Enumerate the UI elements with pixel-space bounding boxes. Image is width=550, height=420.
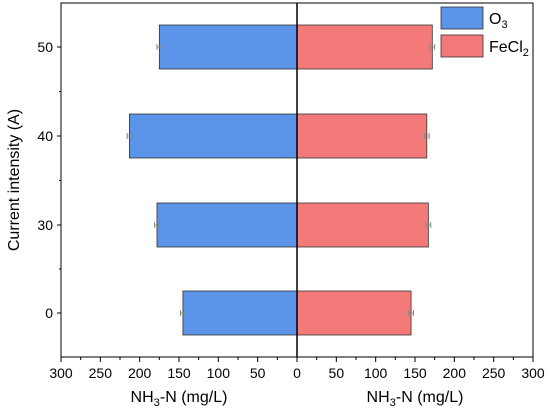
legend-swatch-o3	[440, 6, 484, 30]
legend-swatch-fecl2	[440, 34, 484, 58]
bars-layer	[126, 24, 436, 336]
x-tick-label: 200	[128, 365, 152, 381]
y-tick-label: 0	[45, 305, 53, 321]
x-axis-label-right: NH3-N (mg/L)	[367, 389, 464, 409]
y-tick-label: 30	[37, 217, 53, 233]
bar-o3-40	[129, 113, 298, 159]
x-tick-label: 100	[364, 365, 388, 381]
x-tick-label: 50	[329, 365, 345, 381]
y-axis-label: Current intensity (A)	[6, 109, 23, 251]
legend-label-fecl2: FeCl2	[489, 39, 529, 59]
bar-fecl2-30	[296, 202, 429, 248]
x-tick-label: 300	[521, 365, 545, 381]
x-tick-label: 0	[293, 365, 301, 381]
legend-layer: O3 FeCl2	[440, 6, 529, 59]
bar-o3-0	[182, 290, 298, 336]
x-tick-label: 150	[403, 365, 427, 381]
y-tick-label: 40	[37, 128, 53, 144]
labels-layer: 0 30 40 50 300 250 200 150 100 50 0 50 100 150 200 250 3…	[6, 39, 545, 409]
bar-fecl2-0	[296, 290, 412, 336]
bar-o3-50	[158, 24, 298, 70]
x-tick-label: 100	[207, 365, 231, 381]
bar-fecl2-40	[296, 113, 428, 159]
x-tick-label: 250	[482, 365, 506, 381]
y-tick-label: 50	[37, 39, 53, 55]
axes-layer	[57, 2, 534, 362]
legend-label-o3: O3	[489, 11, 508, 31]
bar-o3-30	[156, 202, 298, 248]
x-tick-label: 200	[443, 365, 467, 381]
x-tick-label: 300	[49, 365, 73, 381]
x-tick-label: 50	[250, 365, 266, 381]
x-tick-label: 250	[89, 365, 113, 381]
x-axis-label-left: NH3-N (mg/L)	[131, 389, 228, 409]
x-tick-label: 150	[167, 365, 191, 381]
bar-fecl2-50	[296, 24, 433, 70]
